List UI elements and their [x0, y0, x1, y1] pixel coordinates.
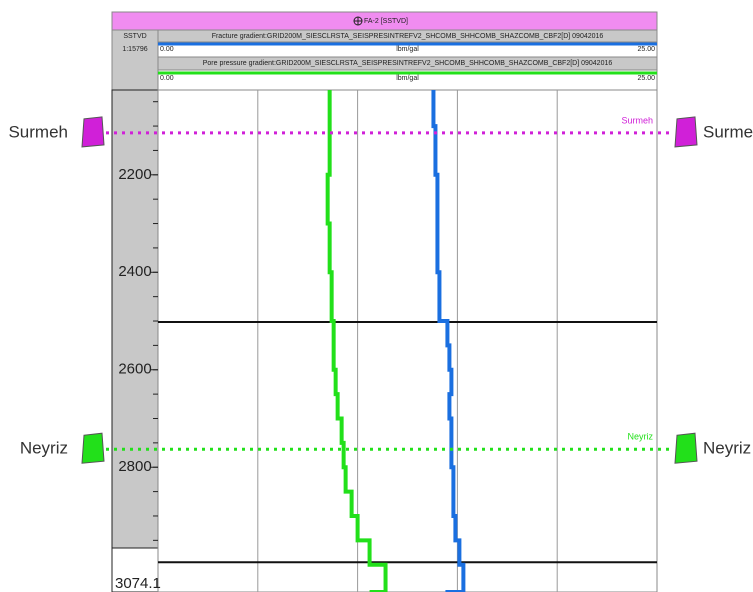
formation-top-label: Surmeh [703, 122, 753, 141]
legend-entry: Pore pressure gradient:GRID200M_SIESCLRS… [203, 60, 613, 67]
formation-icon [674, 116, 698, 148]
formation-top-label: Surmeh [8, 122, 68, 141]
scale-min: 0.00 [160, 46, 174, 53]
formation-icon [81, 432, 105, 464]
scale-max: 25.00 [637, 46, 655, 53]
formation-icon [81, 116, 105, 148]
formation-top-inline: Surmeh [621, 115, 653, 125]
legend-entry: Fracture gradient:GRID200M_SIESCLRSTA_SE… [212, 33, 604, 40]
scale-min: 0.00 [160, 75, 174, 82]
chart-title: FA-2 [SSTVD] [364, 18, 408, 25]
log-curve [325, 90, 388, 592]
y-tick-label: 2200 [118, 166, 151, 183]
formation-top-label: Neyriz [20, 439, 68, 458]
scale-max: 25.00 [637, 75, 655, 82]
unit-label: lbm/gal [396, 46, 419, 53]
plot-area [157, 89, 658, 592]
y-tick-label: 2800 [118, 458, 151, 475]
scale-ratio: 1:15796 [122, 46, 147, 53]
depth-label: 3074.1 [115, 575, 161, 592]
depth-axis-label: SSTVD [123, 33, 146, 40]
formation-top-label: Neyriz [703, 439, 751, 458]
formation-top-inline: Neyriz [627, 432, 653, 442]
depth-track [111, 89, 159, 549]
y-tick-label: 2400 [118, 263, 151, 280]
unit-label: lbm/gal [396, 75, 419, 82]
log-curve [431, 90, 466, 592]
depth-track [111, 547, 159, 592]
formation-icon [674, 432, 698, 464]
y-tick-label: 2600 [118, 361, 151, 378]
